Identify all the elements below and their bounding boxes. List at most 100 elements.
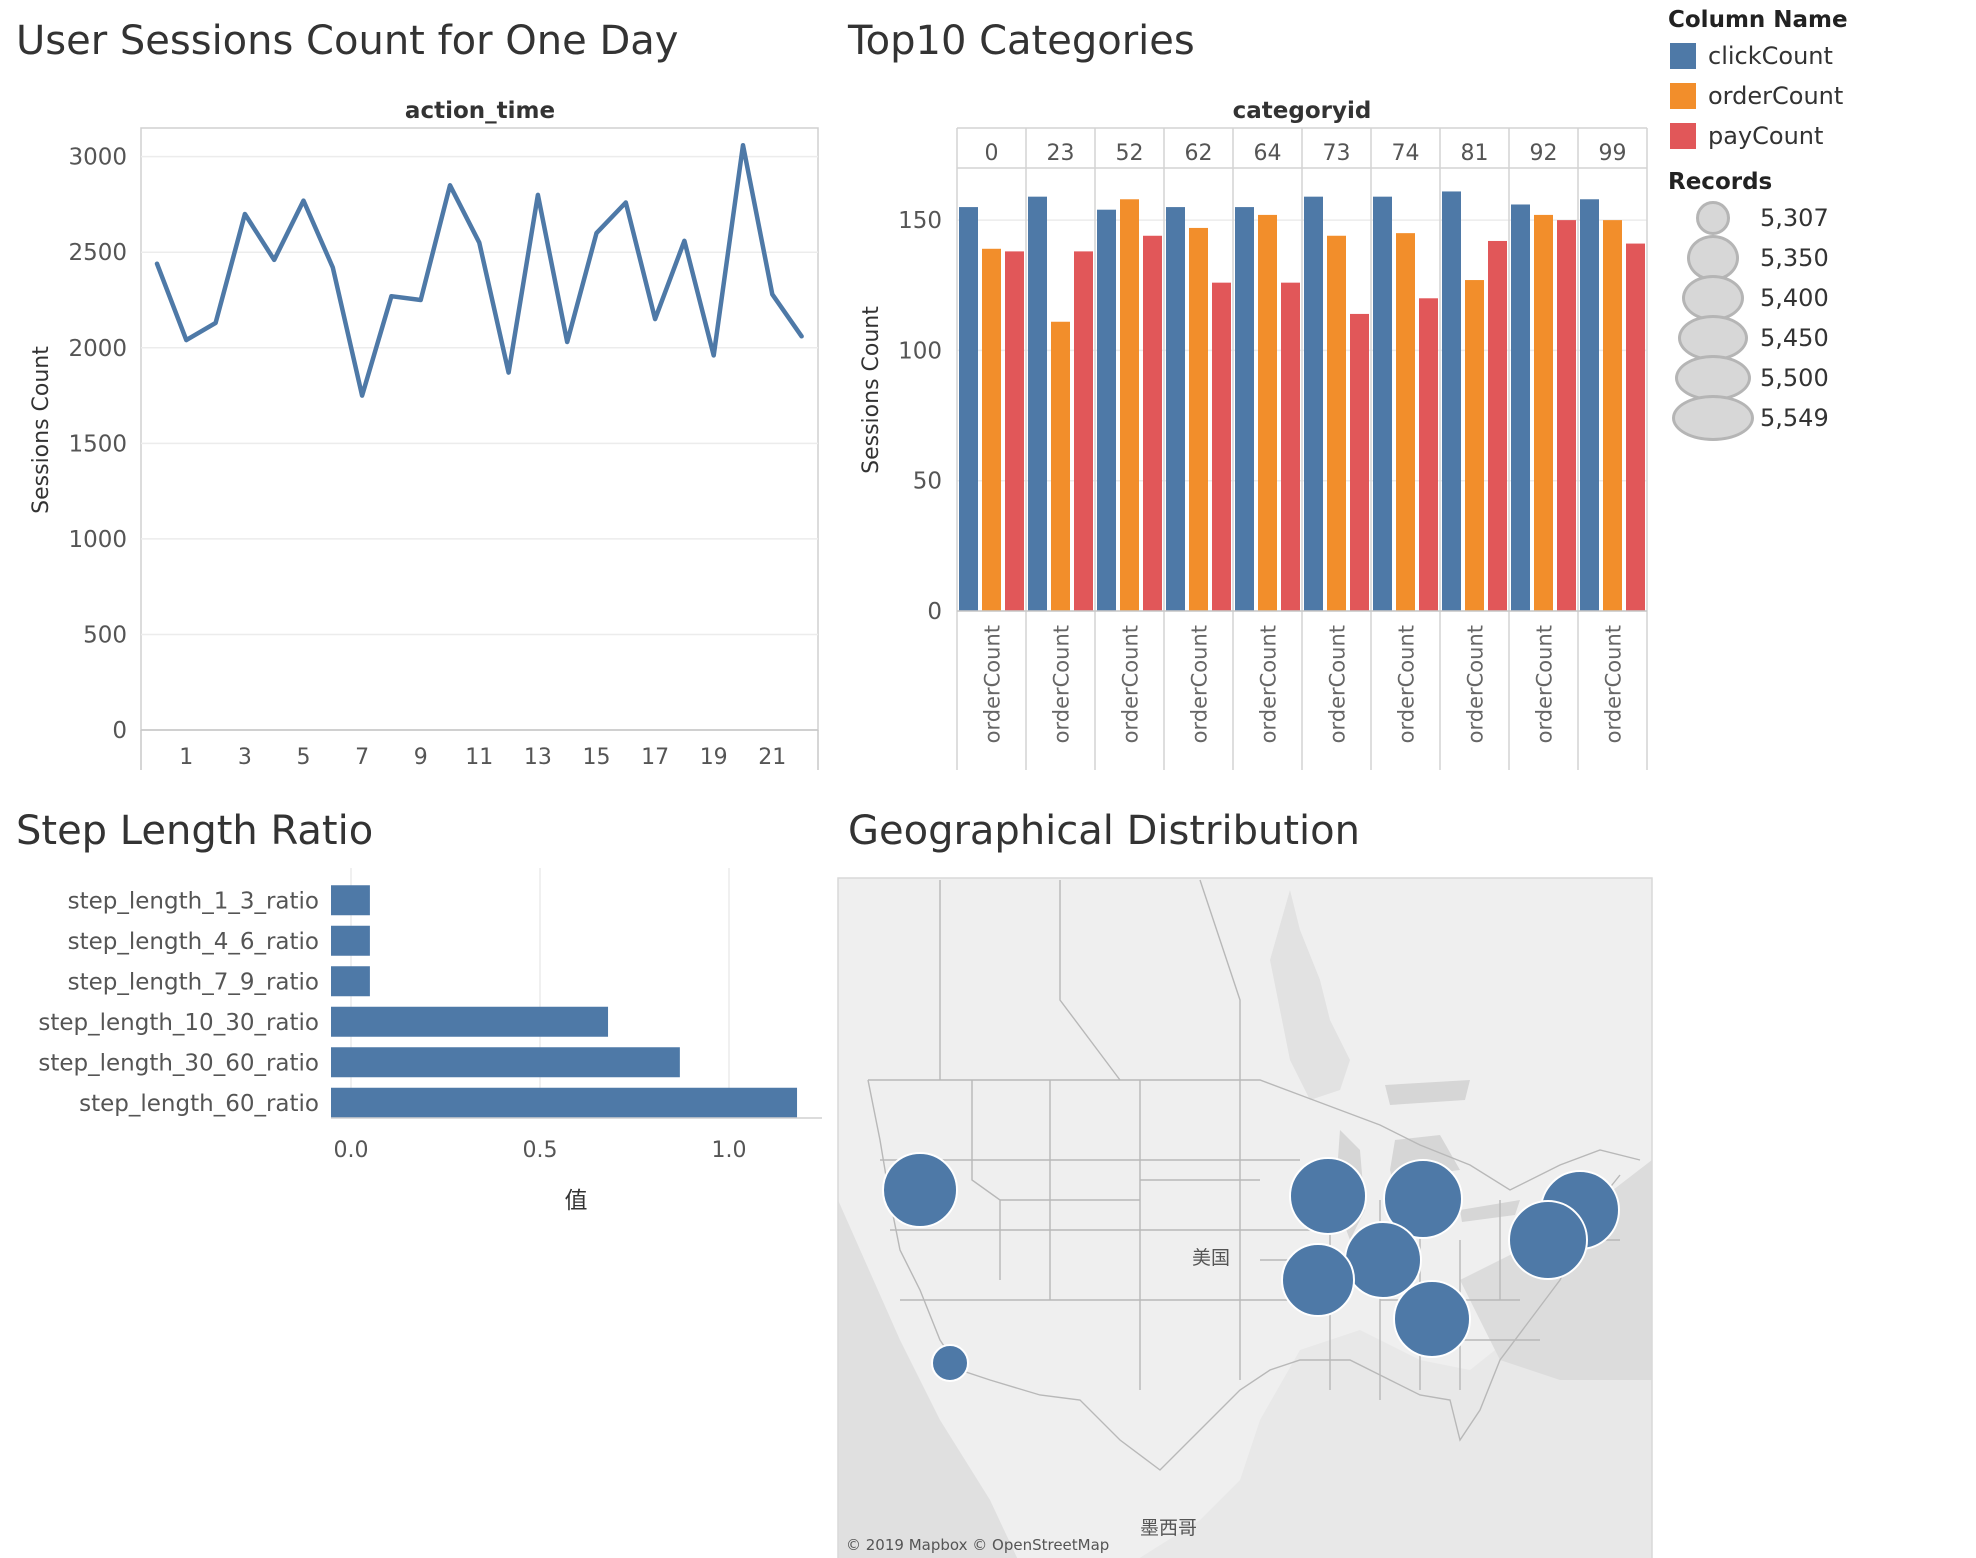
y-tick-label: 0 [112,718,127,744]
map-credit: © 2019 Mapbox © OpenStreetMap [846,1536,1110,1554]
bar-orderCount-99 [1603,220,1622,611]
y-tick-label: 1500 [68,431,127,457]
geo-map-title: Geographical Distribution [848,808,1360,854]
size-legend-item[interactable]: 5,307 [1668,198,1968,238]
y-tick-label: 100 [898,338,942,364]
legend-panel: Column Name clickCount orderCount payCou… [1668,4,1968,441]
bar-payCount-62 [1212,282,1231,611]
step-chart: 0.0 0.5 1.0 step_length_1_3_ratio step_lengt… [38,868,822,1214]
y-tick-label: 0 [927,599,942,625]
size-legend-label: 5,307 [1760,204,1829,232]
step-category-label: step_length_4_6_ratio [68,929,319,955]
size-legend-item[interactable]: 5,350 [1668,235,1968,281]
bar-payCount-23 [1074,251,1093,611]
bar-axis-label: orderCount [1119,625,1143,743]
category-header: 23 [1047,141,1075,166]
color-legend-header: Column Name [1668,7,1848,33]
bar-orderCount-92 [1534,214,1553,611]
step-bar-step_length_10_30_ratio [331,1006,609,1037]
clickcount-swatch [1670,43,1696,69]
size-legend-header: Records [1668,169,1773,195]
bar-payCount-52 [1143,235,1162,612]
bar-axis-label: orderCount [1326,625,1350,743]
legend-label: clickCount [1708,42,1833,70]
bar-payCount-74 [1419,298,1438,611]
y-tick-label: 150 [898,208,942,234]
x-tick-label: 19 [700,745,728,770]
size-legend-label: 5,500 [1760,364,1829,392]
size-legend-circle [1696,201,1730,235]
bar-payCount-73 [1350,313,1369,611]
bar-payCount-99 [1626,243,1645,611]
bar-axis-label: orderCount [1533,625,1557,743]
size-legend-circle [1675,355,1751,401]
legend-item-paycount[interactable]: payCount [1668,116,1968,156]
category-header: 81 [1461,141,1489,166]
category-header: 73 [1323,141,1351,166]
y-tick-label: 2000 [68,336,127,362]
x-tick-label: 21 [758,745,786,770]
bar-axis-label: orderCount [1257,625,1281,743]
x-tick-label: 15 [583,745,611,770]
bar-payCount-92 [1557,220,1576,611]
y-tick-label: 500 [83,622,127,648]
bar-chart: categoryid Sessions Count 0 50 100 150 0 orderC… [859,98,1648,770]
category-header: 62 [1185,141,1213,166]
bar-axis-label: orderCount [1602,625,1626,743]
step-x-title: 值 [565,1188,588,1214]
step-category-label: step_length_30_60_ratio [38,1050,319,1076]
x-tick-label: 11 [465,745,493,770]
bar-clickCount-74 [1373,196,1392,611]
y-tick-label: 50 [913,469,942,495]
step-bar-step_length_1_3_ratio [331,885,370,916]
bar-x-title: categoryid [1233,98,1372,124]
bar-y-title: Sessions Count [859,306,884,474]
x-tick-label: 7 [355,745,369,770]
line-series-sessions [154,142,804,398]
y-tick-label: 2500 [68,240,127,266]
bar-clickCount-99 [1580,199,1599,612]
size-legend-label: 5,450 [1760,324,1829,352]
bar-orderCount-62 [1189,227,1208,611]
line-chart-title: User Sessions Count for One Day [16,18,679,64]
x-tick-label: 1.0 [712,1138,747,1163]
y-tick-label: 1000 [68,527,127,553]
step-chart-title: Step Length Ratio [16,808,374,854]
x-tick-label: 5 [297,745,311,770]
size-legend-item[interactable]: 5,450 [1668,315,1968,361]
y-tick-label: 3000 [68,145,127,171]
x-tick-label: 0.0 [334,1138,369,1163]
ordercount-swatch [1670,83,1696,109]
category-header: 64 [1254,141,1282,166]
size-legend-circle [1678,315,1748,361]
step-category-label: step_length_10_30_ratio [38,1010,319,1036]
x-tick-label: 1 [179,745,193,770]
bar-clickCount-23 [1028,196,1047,611]
size-legend-item[interactable]: 5,400 [1668,275,1968,321]
line-x-title: action_time [405,98,555,124]
category-header: 92 [1530,141,1558,166]
legend-label: orderCount [1708,82,1844,110]
size-legend-label: 5,350 [1760,244,1829,272]
size-legend-label: 5,549 [1760,404,1829,432]
bar-orderCount-0 [982,248,1001,611]
bar-clickCount-52 [1097,209,1116,611]
x-tick-label: 17 [641,745,669,770]
paycount-swatch [1670,123,1696,149]
bar-axis-label: orderCount [981,625,1005,743]
size-legend-circle [1672,395,1754,441]
x-tick-label: 3 [238,745,252,770]
category-header: 52 [1116,141,1144,166]
bar-orderCount-73 [1327,235,1346,612]
line-y-title: Sessions Count [29,346,54,514]
legend-item-ordercount[interactable]: orderCount [1668,76,1968,116]
bar-clickCount-92 [1511,204,1530,611]
legend-item-clickcount[interactable]: clickCount [1668,36,1968,76]
size-legend-item[interactable]: 5,500 [1668,355,1968,401]
x-tick-label: 13 [524,745,552,770]
bar-payCount-64 [1281,282,1300,611]
size-legend-item[interactable]: 5,549 [1668,395,1968,441]
bar-clickCount-64 [1235,207,1254,611]
bar-orderCount-64 [1258,214,1277,611]
